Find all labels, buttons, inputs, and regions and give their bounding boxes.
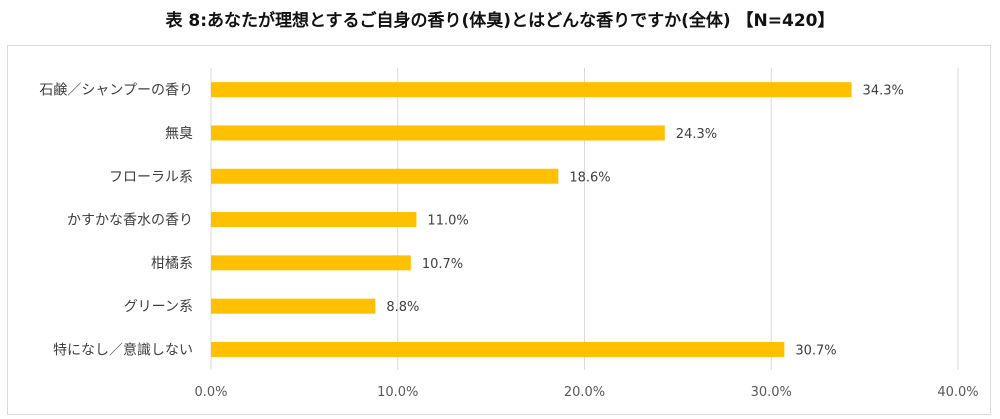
data-label: 34.3%	[863, 84, 904, 99]
data-label: 30.7%	[795, 343, 836, 358]
bar	[211, 125, 665, 141]
bar	[211, 298, 376, 314]
bar	[211, 168, 559, 184]
x-tick-label: 20.0%	[564, 385, 605, 400]
category-label: 石鹸／シャンプーの香り	[39, 83, 193, 99]
data-label: 18.6%	[569, 170, 610, 185]
bar	[211, 341, 785, 357]
category-label: グリーン系	[124, 299, 193, 315]
chart-frame	[7, 45, 991, 415]
x-tick-label: 30.0%	[751, 385, 792, 400]
category-label: フローラル系	[109, 169, 193, 185]
data-label: 8.8%	[386, 300, 419, 315]
bar	[211, 82, 852, 98]
category-label: 無臭	[165, 126, 193, 142]
data-label: 24.3%	[676, 127, 717, 142]
x-tick-label: 0.0%	[194, 385, 227, 400]
x-tick-label: 40.0%	[937, 385, 978, 400]
chart-title: 表 8:あなたが理想とするご自身の香り(体臭)とはどんな香りですか(全体) 【N…	[165, 11, 835, 31]
bar	[211, 212, 417, 228]
data-label: 10.7%	[422, 257, 463, 272]
bar	[211, 255, 411, 271]
data-label: 11.0%	[427, 214, 468, 229]
category-label: 柑橘系	[151, 256, 193, 272]
category-label: かすかな香水の香り	[67, 213, 193, 229]
category-label: 特になし／意識しない	[53, 341, 193, 358]
x-tick-label: 10.0%	[377, 385, 418, 400]
